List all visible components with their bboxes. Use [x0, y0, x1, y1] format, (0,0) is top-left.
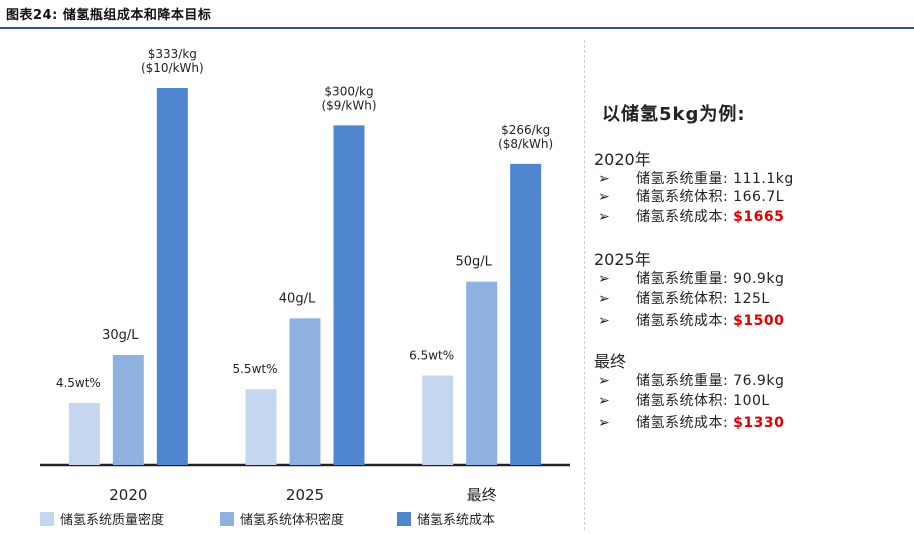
list-item: ➢ 储氢系统成本: $1330 [598, 415, 785, 431]
legend-swatch-3 [397, 512, 411, 526]
bar-2-1 [112, 355, 144, 465]
bar-1-2 [245, 389, 277, 465]
year-heading-2025: 2025年 [594, 250, 651, 269]
year-heading-2020: 2020年 [594, 150, 651, 169]
list-item: ➢ 储氢系统重量: 111.1kg [598, 171, 794, 187]
list-item: ➢ 储氢系统成本: $1665 [598, 209, 785, 225]
bar-2-3 [466, 281, 498, 465]
list-item: ➢ 储氢系统体积: 100L [598, 393, 770, 409]
data-label: 50g/L [455, 255, 492, 270]
bar-chart: 4.5wt% 30g/L $333/kg($10/kWh) 2020 5.5wt% 40g… [40, 47, 570, 528]
bar-1-3 [422, 375, 454, 465]
list-item: ➢ 储氢系统体积: 166.7L [598, 189, 785, 205]
data-label: $266/kg [501, 123, 550, 137]
legend-label-3: 储氢系统成本 [417, 513, 495, 528]
bar-1-1 [68, 403, 100, 465]
bar-3-1 [156, 88, 188, 465]
x-tick-label: 2020 [109, 486, 147, 504]
list-item: ➢ 储氢系统体积: 125L [598, 291, 770, 307]
data-label: $333/kg [148, 47, 197, 61]
data-label: 4.5wt% [56, 376, 101, 390]
legend-swatch-2 [220, 512, 234, 526]
figure-title: 图表24: 储氢瓶组成本和降本目标 [6, 8, 212, 23]
panel-separator [584, 40, 585, 530]
legend-swatch-1 [40, 512, 54, 526]
title-rule [0, 27, 914, 29]
year-heading-final: 最终 [594, 352, 627, 371]
data-label: ($8/kWh) [498, 137, 553, 151]
data-label: 6.5wt% [409, 348, 454, 362]
example-heading: 以储氢5kg为例: [602, 104, 746, 125]
data-label: 40g/L [279, 291, 316, 306]
data-label: 30g/L [102, 328, 139, 343]
list-item: ➢ 储氢系统成本: $1500 [598, 313, 785, 329]
data-label: ($9/kWh) [321, 98, 376, 112]
x-tick-label: 最终 [467, 486, 497, 504]
bar-3-2 [333, 125, 365, 466]
bar-2-2 [289, 318, 321, 465]
list-item: ➢ 储氢系统重量: 76.9kg [598, 373, 785, 389]
data-label: $300/kg [324, 84, 373, 98]
data-label: 5.5wt% [232, 362, 277, 376]
data-label: ($10/kWh) [141, 61, 204, 75]
bar-3-3 [510, 163, 542, 466]
example-panel: 以储氢5kg为例: 2020年 ➢ 储氢系统重量: 111.1kg ➢ 储氢系统体积… [594, 0, 912, 534]
legend-label-1: 储氢系统质量密度 [60, 512, 164, 528]
legend-label-2: 储氢系统体积密度 [240, 512, 344, 528]
list-item: ➢ 储氢系统重量: 90.9kg [598, 271, 785, 287]
x-tick-label: 2025 [286, 486, 324, 504]
